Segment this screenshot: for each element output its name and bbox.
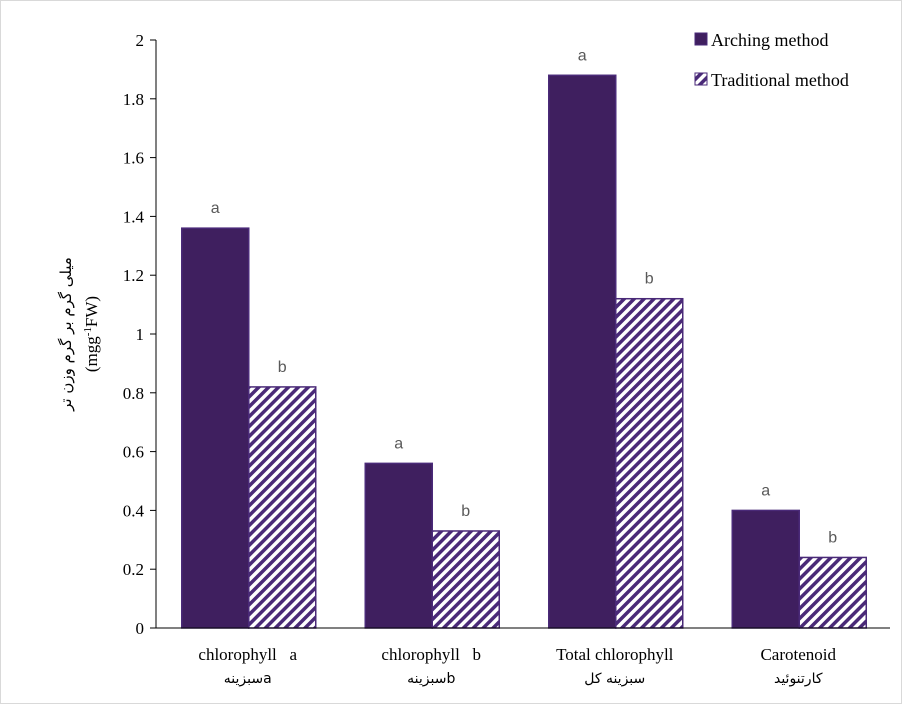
y-tick-label: 1.8 (123, 90, 144, 109)
bar-arching (181, 227, 250, 629)
x-category-label-persian: سبزینهb (407, 671, 455, 687)
significance-label: b (461, 503, 470, 520)
y-tick-label: 2 (136, 31, 145, 50)
y-tick-label: 0.2 (123, 560, 144, 579)
y-tick-label: 0.8 (123, 384, 144, 403)
x-category-label: chlorophyll a (198, 645, 297, 664)
bar-traditional (431, 530, 500, 629)
significance-label: a (394, 435, 403, 452)
legend-swatch-traditional (694, 72, 708, 86)
x-category-label: Total chlorophyll (556, 645, 674, 664)
bar-traditional (798, 556, 867, 629)
significance-label: b (278, 359, 287, 376)
bar-traditional (248, 386, 317, 629)
legend: Arching method Traditional method (694, 30, 849, 90)
legend-swatch-arching (694, 32, 708, 46)
significance-label: a (761, 482, 770, 499)
significance-label: a (578, 47, 587, 64)
x-category-label: Carotenoid (760, 645, 836, 664)
y-tick-label: 0.4 (123, 501, 145, 520)
x-category-label: chlorophyll b (381, 645, 481, 664)
y-tick-label: 0.6 (123, 443, 144, 462)
x-category-label-persian: سبزینه کل (584, 671, 645, 687)
x-axis: chlorophyll a سبزینهa chlorophyll b سبزینهb… (156, 627, 890, 687)
significance-label: b (645, 271, 654, 288)
bar-arching (364, 462, 433, 629)
y-axis-title-unit: (mgg-1FW) (82, 296, 101, 372)
y-tick-label: 1.6 (123, 149, 144, 168)
y-axis: 0 0.2 0.4 0.6 0.8 1 1.2 1.4 1.6 1.8 2 (123, 31, 157, 638)
x-category-label-persian: کارتنوئید (774, 671, 823, 687)
y-axis-title: میلی گرم بر گرم وزن تر (mgg-1FW) (57, 257, 101, 412)
significance-label: b (828, 529, 837, 546)
significance-label: a (211, 200, 220, 217)
legend-label: Arching method (711, 30, 828, 50)
y-tick-label: 1.2 (123, 266, 144, 285)
bar-arching (731, 509, 800, 629)
y-axis-title-persian: میلی گرم بر گرم وزن تر (57, 257, 75, 412)
x-category-label-persian: سبزینهa (224, 671, 272, 687)
legend-label: Traditional method (711, 70, 849, 90)
y-tick-label: 0 (136, 619, 145, 638)
y-tick-label: 1 (136, 325, 145, 344)
bar-traditional (615, 297, 684, 629)
bar-arching (548, 74, 617, 629)
y-tick-label: 1.4 (123, 207, 145, 226)
bars: a b a b a b a b (181, 47, 867, 629)
